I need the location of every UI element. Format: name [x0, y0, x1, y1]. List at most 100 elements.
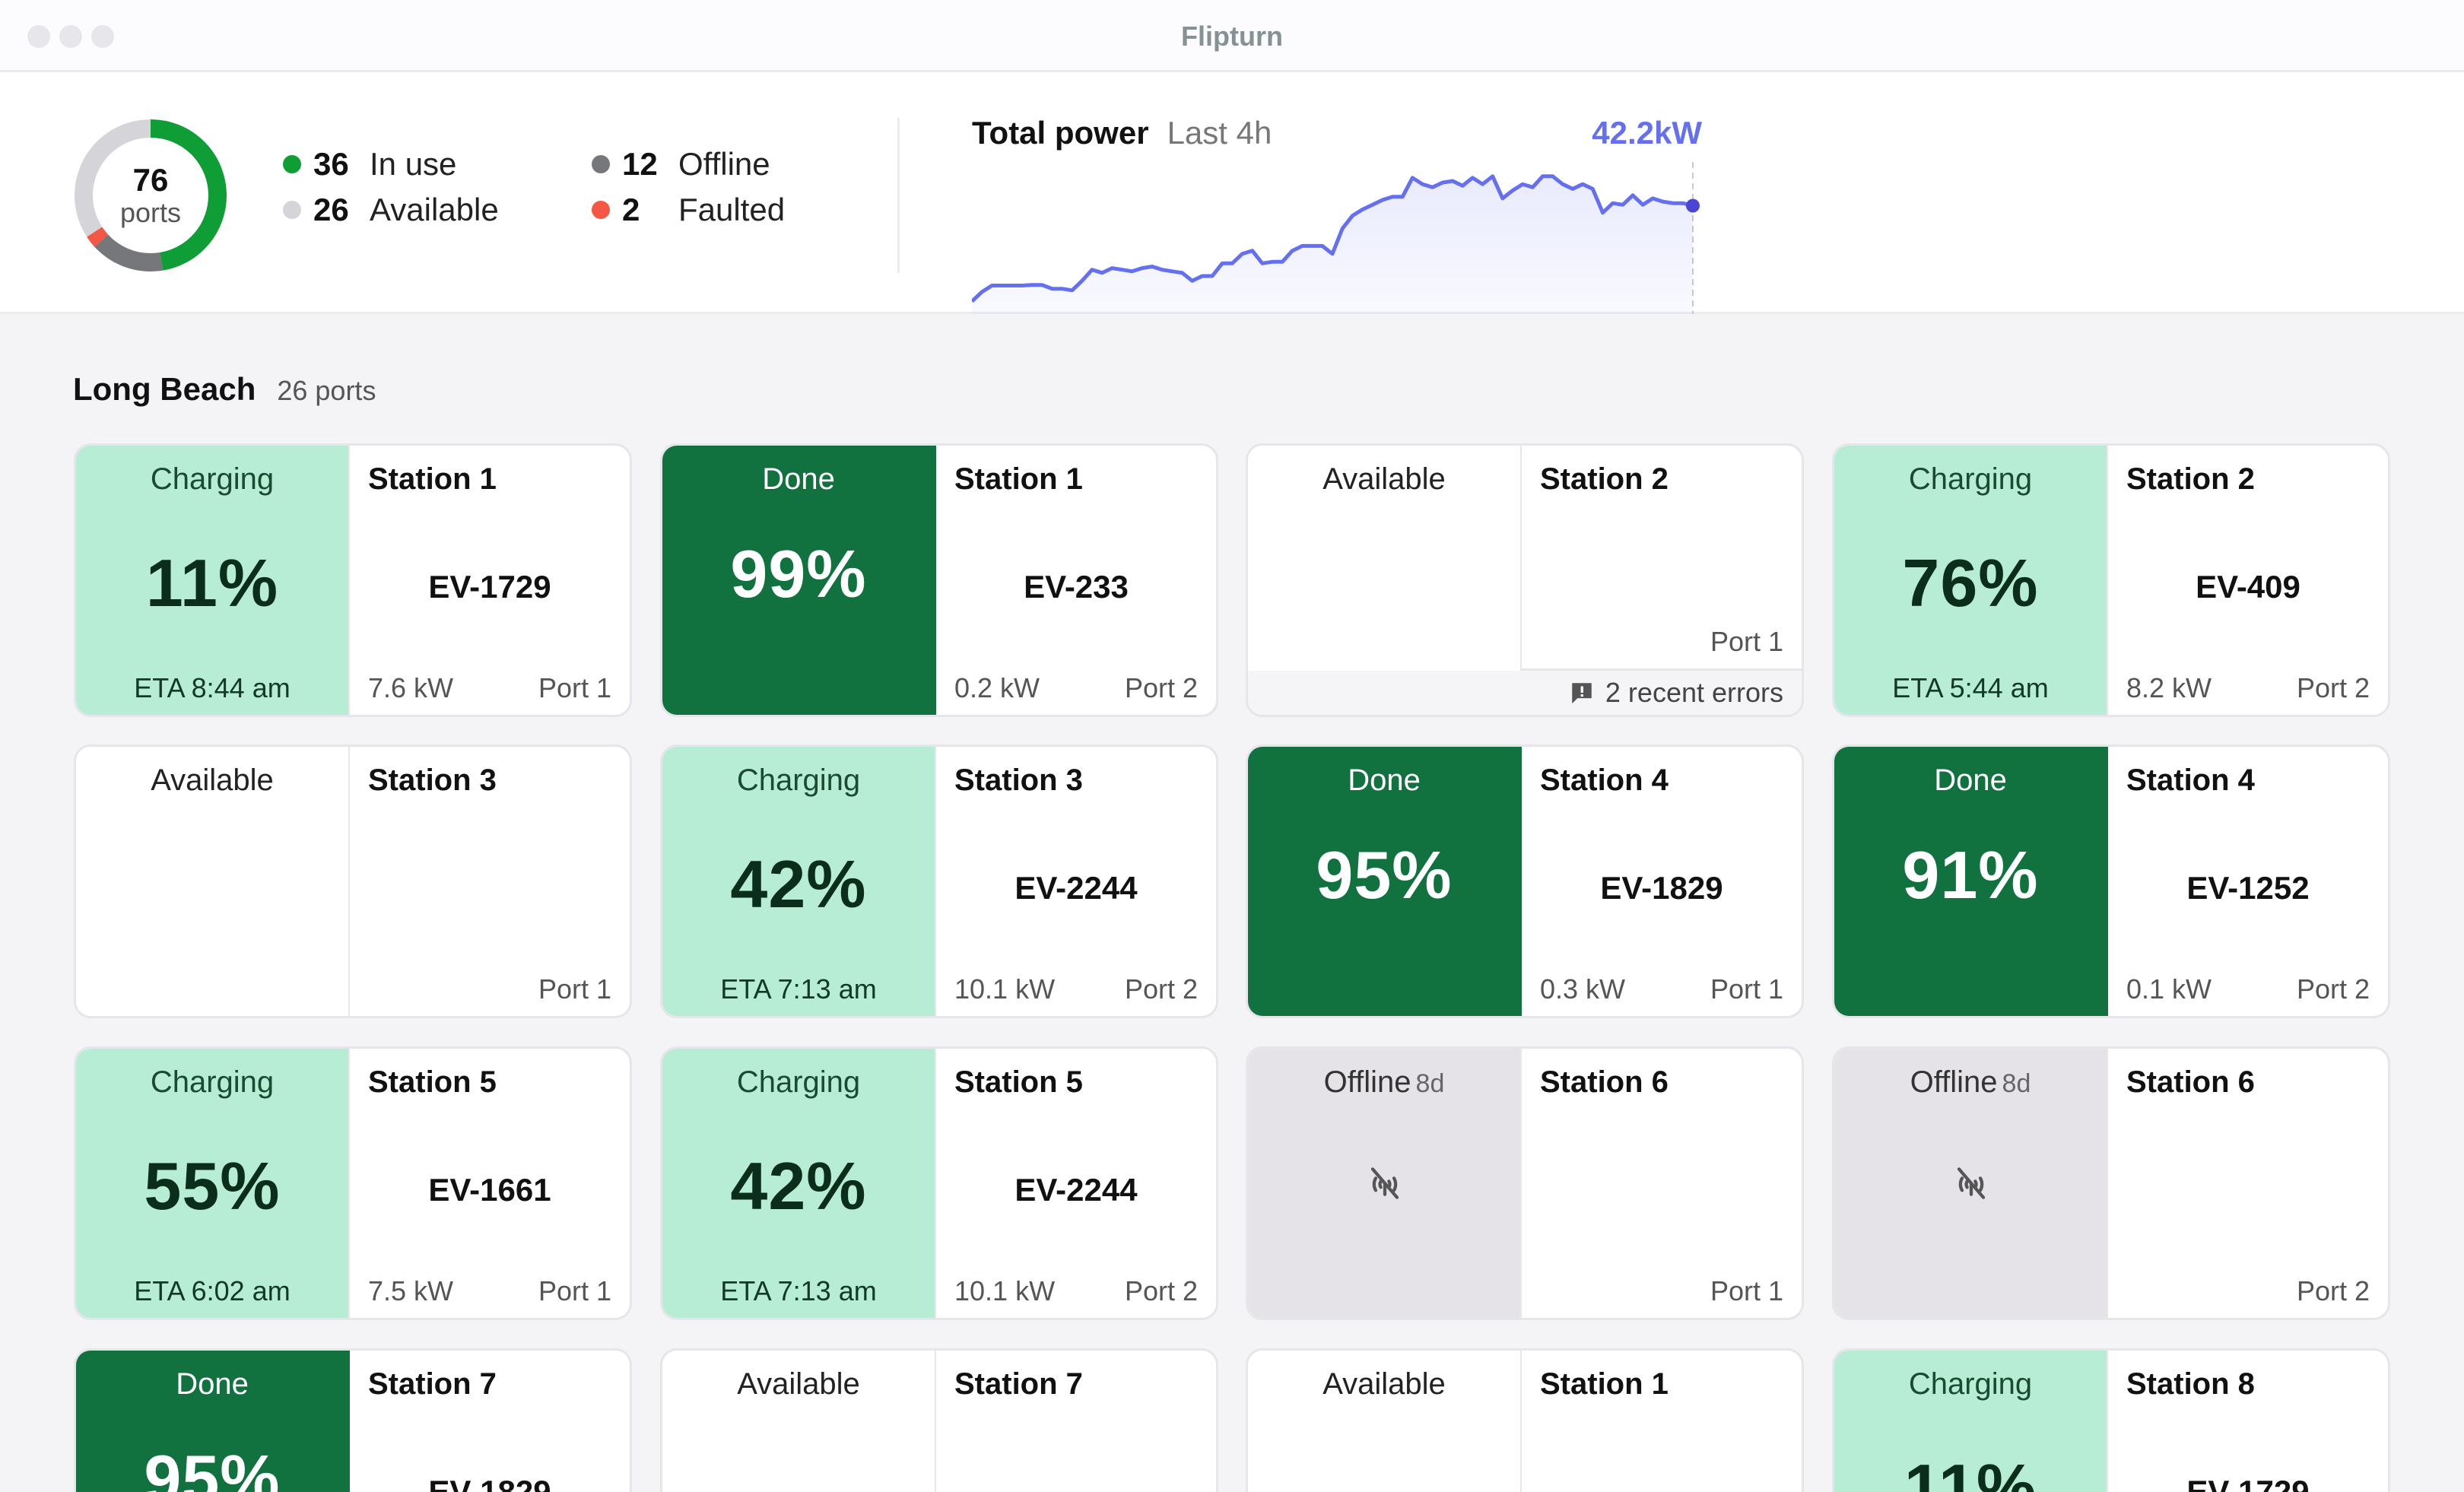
port-card[interactable]: Done 99% Station 1 EV-233 0.2 kW Port 2 [660, 443, 1218, 717]
power-draw: 7.6 kW [368, 672, 454, 703]
faulted-label: Faulted [678, 192, 786, 227]
station-name: Station 8 [2126, 1367, 2255, 1401]
faulted-count: 2 [622, 192, 640, 227]
status-label: Offline 8d [1834, 1065, 2107, 1100]
signal-off-icon [1370, 1167, 1399, 1199]
zoom-window-button[interactable] [91, 25, 114, 48]
eta: ETA 5:44 am [1892, 672, 2049, 703]
port-label: Port 1 [1710, 626, 1783, 657]
status-label: Charging [150, 1065, 275, 1099]
app-title: Flipturn [1181, 21, 1283, 52]
donut-center: 76 ports [70, 115, 231, 276]
location-title: Long Beach [73, 371, 256, 407]
station-name: Station 4 [1540, 763, 1669, 797]
port-card[interactable]: Charging 11% Station 8 EV-1729 [1832, 1348, 2390, 1492]
port-card[interactable]: Available Station 2 Port 1 2 recent erro… [1246, 443, 1804, 717]
status-text: Offline [1910, 1065, 1998, 1099]
info-pane: Station 3 Port 1 [350, 747, 630, 1016]
recent-errors-bar[interactable]: 2 recent errors [1248, 671, 1802, 715]
port-card[interactable]: Done 95% Station 7 EV-1829 [74, 1348, 632, 1492]
charge-percent: 42% [730, 1148, 867, 1224]
charge-percent: 42% [730, 846, 867, 922]
vehicle-id: EV-2244 [1014, 870, 1138, 906]
legend-right: 12 Offline 2 Faulted [592, 148, 785, 226]
status-label: Done [762, 462, 835, 496]
station-name: Station 3 [368, 763, 497, 797]
power-sparkline-chart[interactable] [972, 162, 1702, 314]
vehicle-id: EV-1829 [428, 1474, 551, 1492]
port-card[interactable]: Charging 42% ETA 7:13 am Station 5 EV-22… [660, 1046, 1218, 1320]
port-card[interactable]: Available Station 7 [660, 1348, 1218, 1492]
charge-percent: 95% [1316, 837, 1453, 913]
status-text: Offline [1323, 1065, 1411, 1099]
port-card[interactable]: Available Station 1 [1246, 1348, 1804, 1492]
status-label: Charging [150, 462, 275, 496]
status-pane: Charging 11% [1834, 1351, 2108, 1492]
port-card[interactable]: Offline 8d Station 6 Port 2 [1832, 1046, 2390, 1320]
port-card[interactable]: Done 91% Station 4 EV-1252 0.1 kW Port 2 [1832, 744, 2390, 1018]
port-card[interactable]: Charging 76% ETA 5:44 am Station 2 EV-40… [1832, 443, 2390, 717]
status-label: Done [1934, 763, 2007, 797]
port-label: Port 2 [1124, 1275, 1198, 1306]
status-pane: Charging 55% ETA 6:02 am [76, 1049, 350, 1318]
info-pane: Station 1 EV-233 0.2 kW Port 2 [936, 446, 1216, 715]
charge-percent: 91% [1902, 837, 2039, 913]
info-pane: Station 6 Port 2 [2108, 1049, 2388, 1318]
power-draw: 0.3 kW [1540, 973, 1626, 1005]
eta: ETA 6:02 am [134, 1275, 291, 1306]
port-card[interactable]: Charging 11% ETA 8:44 am Station 1 EV-17… [74, 443, 632, 717]
status-pane: Available [662, 1351, 936, 1492]
port-card[interactable]: Available Station 3 Port 1 [74, 744, 632, 1018]
port-card[interactable]: Offline 8d Station 6 Port 1 [1246, 1046, 1804, 1320]
power-range[interactable]: Last 4h [1167, 115, 1272, 151]
power-draw: 10.1 kW [954, 973, 1056, 1005]
port-card[interactable]: Charging 55% ETA 6:02 am Station 5 EV-16… [74, 1046, 632, 1320]
status-label: Charging [1908, 462, 2033, 496]
port-label: Port 1 [1710, 973, 1783, 1005]
status-label: Available [1322, 462, 1446, 496]
power-current-value: 42.2kW [1592, 115, 1702, 151]
close-window-button[interactable] [27, 25, 50, 48]
offline-duration: 8d [1415, 1069, 1445, 1098]
in-use-dot-icon [283, 155, 301, 173]
in-use-label: In use [370, 146, 457, 182]
charge-percent: 95% [144, 1441, 281, 1492]
info-pane: Station 2 EV-409 8.2 kW Port 2 [2108, 446, 2388, 715]
status-label: Available [737, 1367, 860, 1401]
station-name: Station 6 [1540, 1065, 1669, 1099]
status-label: Charging [1908, 1367, 2033, 1401]
status-label: Available [1322, 1367, 1446, 1401]
recent-errors-text: 2 recent errors [1605, 677, 1783, 708]
port-label: Port 2 [1124, 973, 1198, 1005]
eta: ETA 8:44 am [134, 672, 291, 703]
minimize-window-button[interactable] [59, 25, 82, 48]
station-name: Station 7 [368, 1367, 497, 1401]
power-draw: 10.1 kW [954, 1275, 1056, 1306]
info-pane: Station 3 EV-2244 10.1 kW Port 2 [936, 747, 1216, 1016]
port-card[interactable]: Charging 42% ETA 7:13 am Station 3 EV-22… [660, 744, 1218, 1018]
window-controls [27, 25, 114, 48]
port-label: Port 2 [2296, 1275, 2370, 1306]
info-pane: Station 6 Port 1 [1522, 1049, 1802, 1318]
status-label: Done [1348, 763, 1421, 797]
port-card[interactable]: Done 95% Station 4 EV-1829 0.3 kW Port 1 [1246, 744, 1804, 1018]
vehicle-id: EV-2244 [1014, 1172, 1138, 1208]
location-port-count: 26 ports [277, 375, 376, 406]
port-label: Port 1 [1710, 1275, 1783, 1306]
offline-duration: 8d [2002, 1069, 2031, 1098]
info-pane: Station 5 EV-1661 7.5 kW Port 1 [350, 1049, 630, 1318]
status-pane: Done 95% [1248, 747, 1522, 1016]
power-draw: 0.1 kW [2126, 973, 2212, 1005]
info-pane: Station 4 EV-1829 0.3 kW Port 1 [1522, 747, 1802, 1016]
info-pane: Station 1 EV-1729 7.6 kW Port 1 [350, 446, 630, 715]
charge-percent: 11% [1904, 1450, 2037, 1492]
vehicle-id: EV-1661 [428, 1172, 551, 1208]
offline-label: Offline [678, 146, 770, 182]
status-pane: Done 95% [76, 1351, 350, 1492]
ports-donut-chart [75, 119, 227, 271]
summary-panel: 76 ports 36 In use 26 Available 12 Offli… [0, 72, 2464, 314]
station-name: Station 4 [2126, 763, 2255, 797]
title-bar: Flipturn [0, 0, 2464, 72]
port-label: Port 1 [538, 973, 611, 1005]
port-label: Port 2 [1124, 672, 1198, 703]
